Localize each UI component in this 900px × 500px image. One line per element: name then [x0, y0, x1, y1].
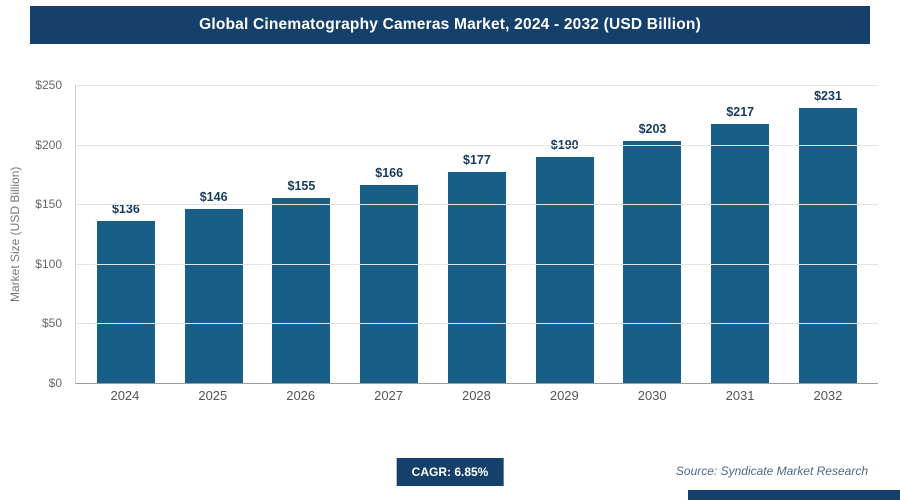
- y-axis-tick-label: $50: [41, 316, 62, 331]
- y-axis-tick-label: $100: [35, 256, 62, 271]
- x-axis-tick-label: 2028: [461, 388, 491, 403]
- bar-value-label: $217: [726, 105, 755, 120]
- x-axis-tick-label: 2031: [725, 388, 755, 403]
- x-axis-tick-label: 2027: [374, 388, 404, 403]
- x-axis-tick-label: 2025: [198, 388, 228, 403]
- bar: [799, 107, 857, 383]
- bar-value-label: $231: [814, 88, 842, 103]
- bars-area: $136 $146 $155 $166 $177 $190 $203 $217 $231: [76, 85, 878, 383]
- y-axis: $250 $200 $150 $100 $50 $0: [0, 78, 70, 390]
- bar: [623, 141, 682, 383]
- bar-group: $217: [700, 85, 780, 383]
- bar-value-label: $136: [111, 201, 140, 216]
- gridline: [76, 85, 878, 86]
- y-axis-tick-label: $150: [35, 197, 62, 212]
- x-axis-tick-label: 2029: [549, 388, 579, 403]
- x-axis-tick-label: 2026: [286, 388, 316, 403]
- x-axis-tick-label: 2032: [813, 388, 843, 403]
- bar-value-label: $146: [199, 189, 228, 204]
- bar: [184, 208, 243, 383]
- bar: [272, 198, 331, 383]
- bar: [96, 220, 155, 383]
- y-axis-tick-label: $250: [35, 78, 62, 92]
- bar: [447, 172, 506, 383]
- bar-value-label: $177: [463, 153, 491, 168]
- cagr-badge: CAGR: 6.85%: [396, 458, 504, 486]
- gridline: [76, 323, 878, 325]
- bar-group: $166: [349, 85, 429, 383]
- chart-title: Global Cinematography Cameras Market, 20…: [199, 16, 701, 33]
- bar-value-label: $155: [287, 179, 316, 194]
- x-axis-tick-label: 2024: [110, 388, 140, 403]
- bar-group: $231: [788, 85, 868, 383]
- y-axis-tick-label: $0: [48, 376, 62, 390]
- gridline: [76, 263, 878, 265]
- bar-group: $177: [437, 85, 517, 383]
- bar: [711, 124, 770, 383]
- bar: [360, 185, 419, 383]
- gridline: [76, 144, 878, 146]
- source-note: Source: Syndicate Market Research: [675, 464, 868, 478]
- plot-area: $136 $146 $155 $166 $177 $190 $203 $217 $231: [75, 85, 878, 384]
- bar-group: $155: [261, 85, 341, 383]
- x-axis-labels: 2024 2025 2026 2027 2028 2029 2030 2031 2032: [75, 388, 878, 408]
- y-axis-tick-label: $200: [35, 137, 62, 152]
- bar-group: $190: [525, 85, 605, 383]
- bar-value-label: $190: [550, 137, 579, 152]
- corner-decoration-strip: [688, 490, 900, 500]
- bar-group: $146: [174, 85, 254, 383]
- bar-value-label: $166: [375, 166, 404, 181]
- chart-title-banner: Global Cinematography Cameras Market, 20…: [30, 6, 870, 44]
- bar-value-label: $203: [638, 122, 667, 137]
- x-axis-tick-label: 2030: [637, 388, 667, 403]
- bar-group: $203: [612, 85, 692, 383]
- bar-group: $136: [86, 85, 166, 383]
- bar: [535, 156, 594, 383]
- gridline: [76, 204, 878, 206]
